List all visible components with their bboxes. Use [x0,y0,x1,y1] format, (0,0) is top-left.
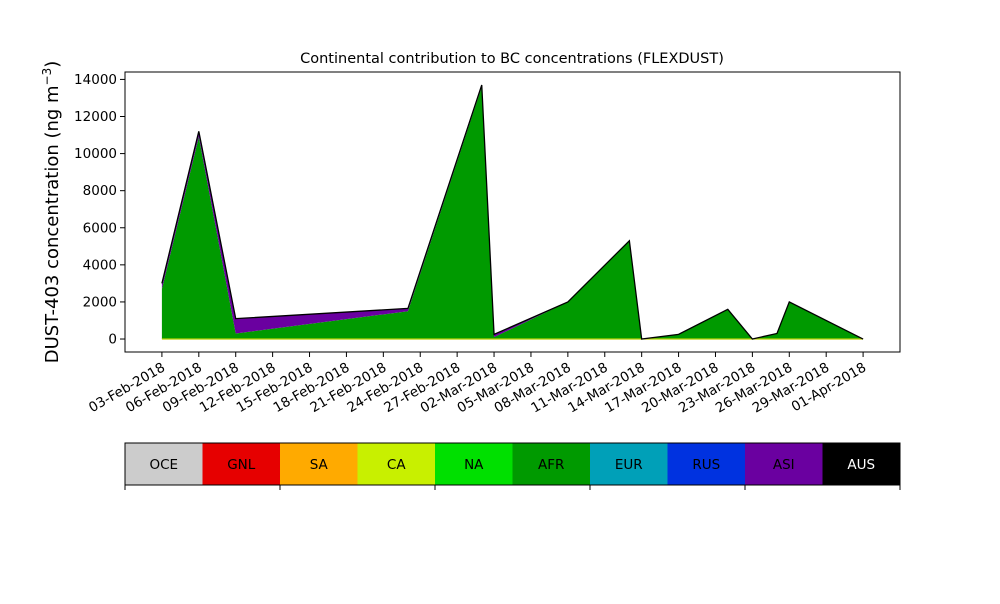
colorbar-swatch-ca [357,443,436,485]
colorbar-label-oce: OCE [149,457,178,473]
chart-title: Continental contribution to BC concentra… [300,51,724,67]
y-tick-label: 8000 [83,183,117,199]
y-tick-label: 6000 [83,220,117,236]
y-axis-label-close: ) [42,61,63,68]
x-axis: 03-Feb-201806-Feb-201809-Feb-201812-Feb-… [86,352,869,416]
region-colorbar: OCE GNL SA CA NA AFR EUR RUS ASI AUS [124,442,901,490]
colorbar-label-na: NA [464,457,484,473]
colorbar-frame [124,442,901,486]
area-series-afr [161,86,864,340]
colorbar-label-rus: RUS [692,457,720,473]
y-axis-label-superscript: −3 [40,68,54,86]
plot-frame [124,71,901,353]
y-tick-label: 10000 [74,146,117,162]
colorbar-swatch-afr [512,443,591,485]
colorbar-label-gnl: GNL [227,457,256,473]
colorbar-swatch-eur [590,443,668,485]
colorbar-label-ca: CA [387,457,406,473]
colorbar-swatch-oce [125,443,203,485]
total-outline [161,84,864,340]
colorbar-label-asi: ASI [773,457,795,473]
y-axis: 0 2000 4000 6000 8000 10000 12000 14000 [74,72,125,348]
y-axis-label: DUST-403 concentration (ng m−3) [40,61,63,364]
colorbar-swatch-gnl [202,443,281,485]
y-tick-label: 12000 [74,109,117,125]
colorbar-swatch-na [435,443,513,485]
colorbar-label-afr: AFR [538,457,564,473]
colorbar-swatch-sa [280,443,358,485]
colorbar-label-sa: SA [310,457,329,473]
colorbar-label-aus: AUS [847,457,875,473]
stacked-areas [161,84,864,340]
area-series-asi [161,84,864,340]
colorbar-label-eur: EUR [615,457,643,473]
y-tick-label: 14000 [74,72,117,88]
y-axis-label-main: DUST-403 concentration (ng m [42,85,63,363]
y-tick-label: 4000 [83,257,117,273]
colorbar-swatch-rus [667,443,746,485]
colorbar-swatch-aus [822,443,901,485]
y-tick-label: 0 [108,332,117,348]
colorbar-swatch-asi [745,443,823,485]
y-tick-label: 2000 [83,294,117,310]
